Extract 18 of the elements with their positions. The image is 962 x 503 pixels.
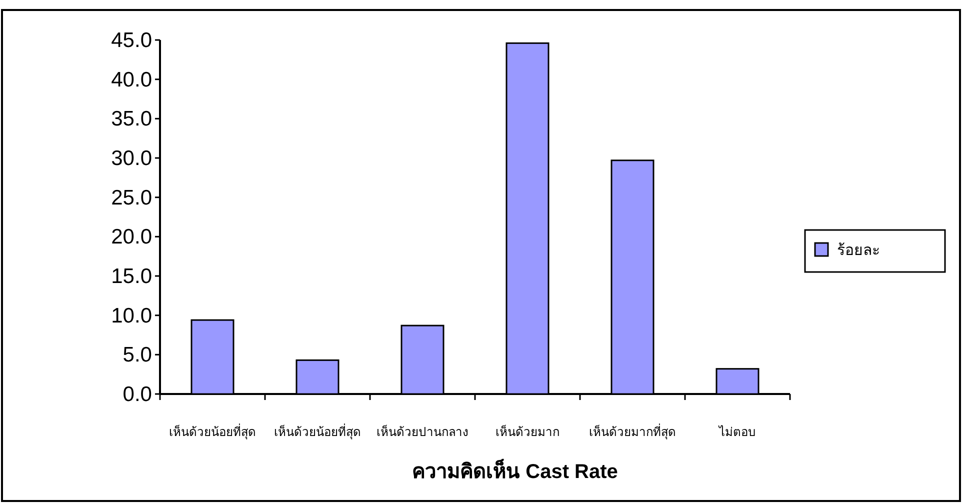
y-tick-label: 15.0 — [111, 265, 152, 288]
y-tick-label: 35.0 — [111, 108, 152, 131]
legend-label: ร้อยละ — [837, 241, 880, 259]
y-tick-label: 45.0 — [111, 29, 152, 52]
y-tick-label: 10.0 — [111, 304, 152, 328]
x-tick-label: เห็นด้วยปานกลาง — [376, 424, 468, 439]
y-tick-label: 40.0 — [111, 68, 152, 92]
x-tick-label: เห็นด้วยน้อยที่สุด — [274, 423, 361, 440]
x-tick-label: เห็นด้วยมาก — [496, 424, 560, 439]
y-tick-label: 30.0 — [111, 147, 152, 170]
y-tick-label: 5.0 — [122, 344, 152, 367]
x-tick-label: เห็นด้วยน้อยที่สุด — [169, 423, 256, 440]
x-tick-label: เห็นด้วยมากที่สุด — [589, 423, 676, 440]
y-tick-label: 25.0 — [111, 186, 152, 210]
x-axis-title: ความคิดเห็น Cast Rate — [412, 458, 618, 483]
x-tick-label: ไม่ตอบ — [718, 425, 756, 439]
y-tick-label: 0.0 — [122, 383, 152, 406]
y-tick-label: 20.0 — [111, 226, 152, 249]
